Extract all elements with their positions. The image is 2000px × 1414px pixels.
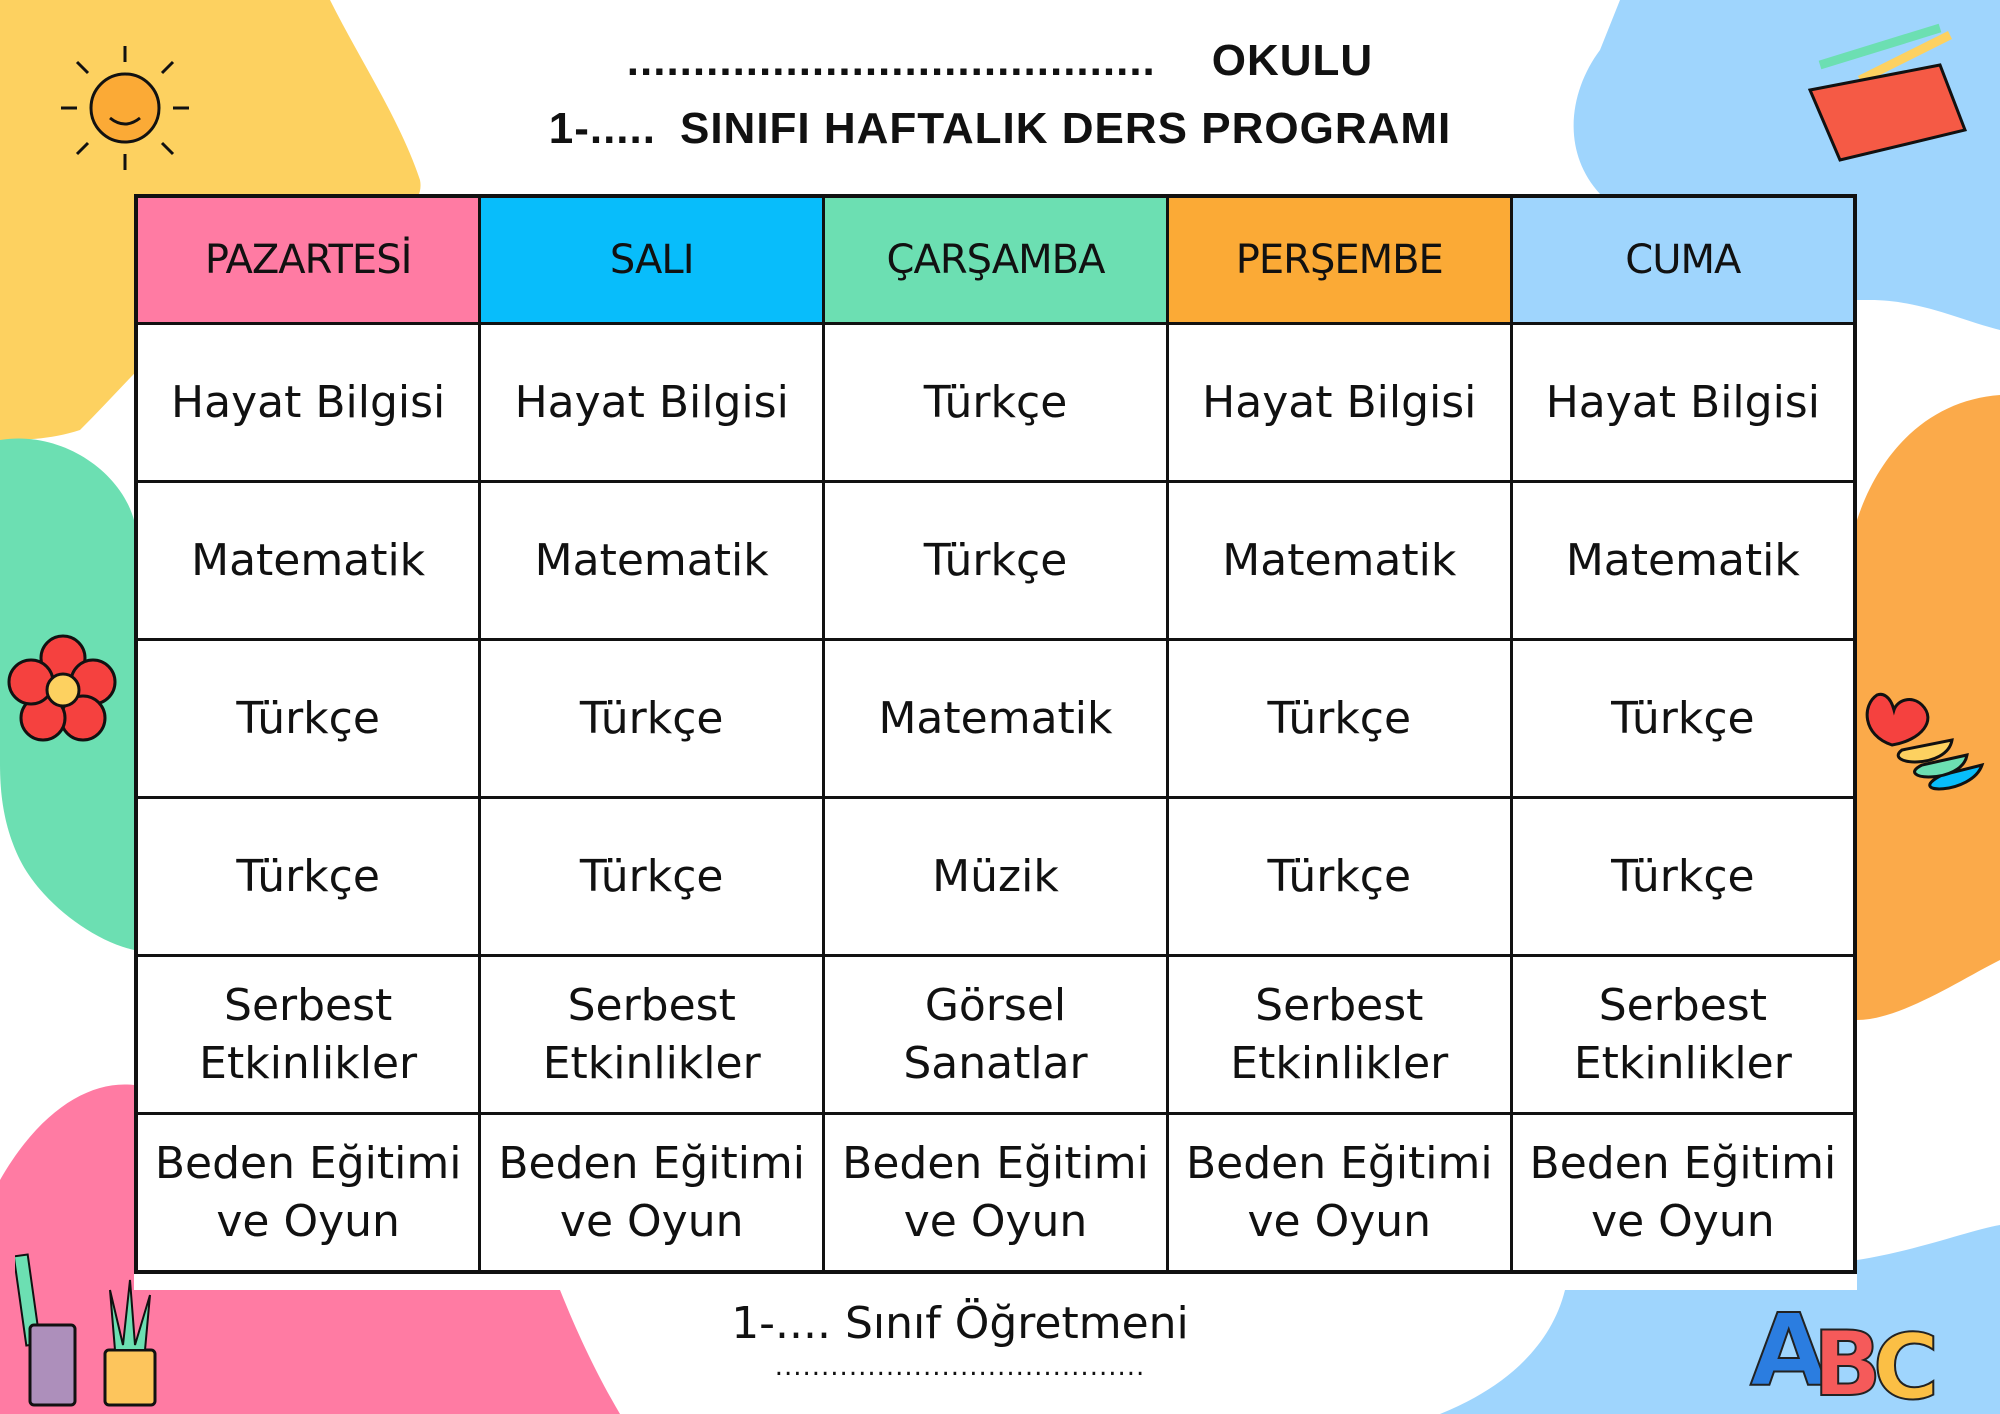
svg-text:B: B [1813,1312,1882,1410]
lesson-cell: Beden Eğitimi ve Oyun [1509,1112,1857,1274]
lesson-cell: Türkçe [134,638,482,799]
lesson-cell: Türkçe [1165,638,1513,799]
lesson-cell: Beden Eğitimi ve Oyun [134,1112,482,1274]
lesson-cell: Türkçe [1165,796,1513,957]
table-row: Matematik Matematik Türkçe Matematik Matemat… [134,480,1857,641]
lesson-cell: Matematik [822,638,1169,799]
day-header-2: SALI [478,194,826,325]
day-header-3: ÇARŞAMBA [822,194,1169,325]
lesson-cell: Beden Eğitimi ve Oyun [478,1112,826,1274]
day-header-1: PAZARTESİ [134,194,482,325]
abc-letters-icon: A B C [1749,1291,1940,1410]
table-row: Serbest Etkinlikler Serbest Etkinlikler Gö… [134,954,1857,1115]
lesson-cell: Beden Eğitimi ve Oyun [822,1112,1169,1274]
blob-orange [1857,395,2000,1020]
blob-pink [0,1084,620,1414]
signature-blank: ........................................ [774,1352,1146,1382]
table-row: Türkçe Türkçe Müzik Türkçe Türkçe [134,796,1857,957]
lesson-cell: Matematik [1165,480,1513,641]
lesson-cell: Hayat Bilgisi [134,322,482,483]
table-row: Türkçe Türkçe Matematik Türkçe Türkçe [134,638,1857,799]
lesson-cell: Serbest Etkinlikler [1165,954,1513,1115]
lesson-cell: Matematik [478,480,826,641]
pencil-cup-icon [15,1253,157,1407]
page-title: 1-..... SINIFI HAFTALIK DERS PROGRAMI [0,104,2000,154]
lesson-cell: Türkçe [1509,638,1857,799]
table-row: Hayat Bilgisi Hayat Bilgisi Türkçe Hayat Bi… [134,322,1857,483]
lesson-cell: Hayat Bilgisi [1165,322,1513,483]
lesson-cell: Türkçe [1509,796,1857,957]
flower-icon [7,634,117,742]
school-name-line: ........................................… [0,36,2000,86]
school-label: OKULU [1211,36,1374,85]
lesson-cell: Görsel Sanatlar [822,954,1169,1115]
blob-blue-bottom [1440,1225,2000,1414]
school-name-blank: ........................................ [626,36,1156,85]
lesson-cell: Matematik [1509,480,1857,641]
svg-text:A: A [1750,1292,1827,1409]
lesson-cell: Türkçe [822,480,1169,641]
pencil-case-icon [1807,23,1968,162]
lesson-cell: Müzik [822,796,1169,957]
lesson-cell: Serbest Etkinlikler [1509,954,1857,1115]
lesson-cell: Türkçe [478,796,826,957]
program-title: SINIFI HAFTALIK DERS PROGRAMI [679,104,1452,153]
lesson-cell: Türkçe [822,322,1169,483]
lesson-cell: Beden Eğitimi ve Oyun [1165,1112,1513,1274]
lesson-cell: Hayat Bilgisi [478,322,826,483]
table-row: Beden Eğitimi ve Oyun Beden Eğitimi ve Oy… [134,1112,1857,1274]
lesson-cell: Matematik [134,480,482,641]
sun-icon [61,46,189,170]
lesson-cell: Serbest Etkinlikler [478,954,826,1115]
lesson-cell: Türkçe [478,638,826,799]
lesson-cell: Hayat Bilgisi [1509,322,1857,483]
class-prefix: 1-..... [548,104,656,153]
schedule-table: PAZARTESİ SALI ÇARŞAMBA PERŞEMBE CUMA Hayat … [134,194,1857,1274]
lesson-cell: Türkçe [134,796,482,957]
day-header-row: PAZARTESİ SALI ÇARŞAMBA PERŞEMBE CUMA [134,194,1857,325]
hearts-icon [1865,692,1985,791]
lesson-cell: Serbest Etkinlikler [134,954,482,1115]
day-header-4: PERŞEMBE [1165,194,1513,325]
svg-text:C: C [1873,1315,1939,1410]
teacher-label: 1-.... Sınıf Öğretmeni [731,1298,1189,1349]
day-header-5: CUMA [1509,194,1857,325]
